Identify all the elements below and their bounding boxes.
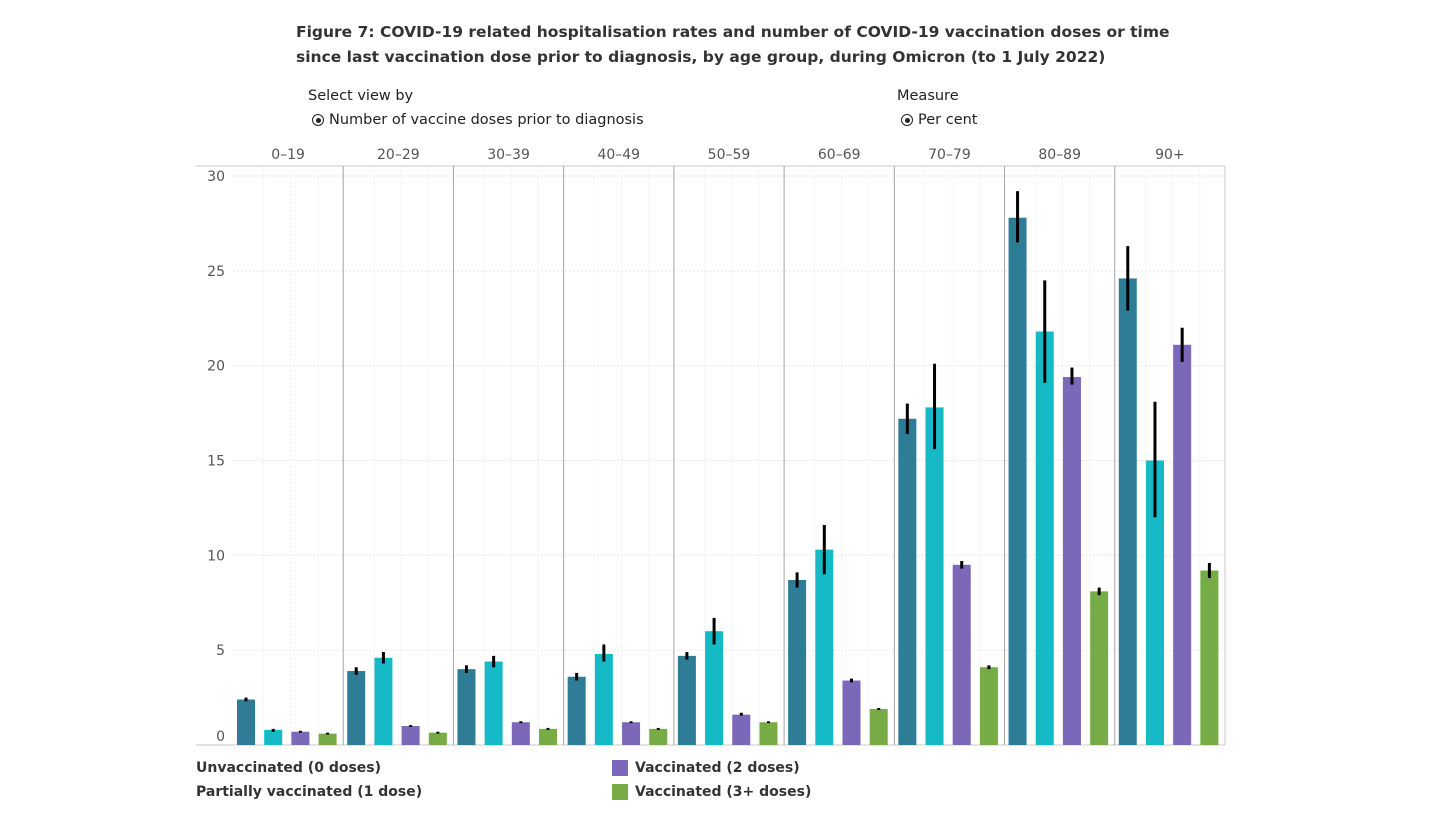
y-tick-label: 15 — [207, 454, 225, 470]
category-label: 40–49 — [597, 147, 640, 163]
bar — [428, 732, 447, 745]
measure-option-percent[interactable]: Per cent — [901, 112, 978, 128]
category-label: 20–29 — [377, 147, 420, 163]
bar — [1173, 344, 1192, 745]
bar — [622, 722, 641, 745]
bar — [732, 714, 751, 745]
bar — [539, 728, 558, 745]
bar — [898, 418, 917, 745]
bar — [1062, 377, 1081, 745]
bar — [677, 655, 696, 745]
measure-option-label: Per cent — [918, 112, 978, 128]
bar — [1145, 460, 1164, 745]
bar — [264, 729, 283, 745]
legend-swatch — [612, 760, 628, 776]
legend-item-vaccinated-3-doses[interactable]: Vaccinated (3+ doses) — [612, 784, 811, 800]
category-label: 30–39 — [487, 147, 530, 163]
legend-item-unvaccinated[interactable]: Unvaccinated (0 doses) — [196, 760, 381, 776]
category-label: 60–69 — [818, 147, 861, 163]
y-tick-label: 25 — [207, 264, 225, 280]
bar — [237, 699, 255, 745]
category-label: 70–79 — [928, 147, 971, 163]
bar — [291, 731, 310, 745]
bar — [511, 722, 530, 745]
bar — [567, 676, 586, 745]
category-label: 0–19 — [271, 147, 305, 163]
bar — [457, 669, 476, 745]
bar — [401, 726, 420, 745]
radio-selected-icon[interactable] — [901, 114, 913, 126]
bar — [1118, 278, 1137, 745]
bar — [649, 728, 668, 745]
legend-item-vaccinated-2-doses[interactable]: Vaccinated (2 doses) — [612, 760, 800, 776]
bar — [1035, 331, 1054, 745]
y-tick-label: 5 — [216, 643, 225, 659]
y-tick-label: 10 — [207, 548, 225, 564]
bar — [788, 579, 807, 745]
bar — [594, 653, 613, 745]
bar — [952, 564, 971, 745]
bar — [815, 549, 834, 745]
legend-swatch — [612, 784, 628, 800]
legend-label: Vaccinated (2 doses) — [635, 760, 800, 776]
category-label: 90+ — [1155, 147, 1185, 163]
measure-selector-label: Measure — [897, 88, 959, 104]
bar — [869, 708, 888, 745]
y-tick-label: 20 — [207, 359, 225, 375]
bar — [374, 657, 393, 745]
view-selector-label: Select view by — [308, 88, 414, 104]
legend-item-partially-vaccinated[interactable]: Partially vaccinated (1 dose) — [196, 784, 422, 800]
bar — [484, 661, 503, 745]
bar — [705, 631, 724, 745]
y-tick-label: 30 — [207, 169, 225, 185]
legend-label: Vaccinated (3+ doses) — [635, 784, 812, 800]
radio-selected-icon[interactable] — [312, 114, 324, 126]
category-label: 80–89 — [1038, 147, 1081, 163]
y-tick-label: 0 — [216, 729, 225, 745]
bar — [347, 671, 366, 745]
legend-label: Unvaccinated (0 doses) — [196, 760, 382, 776]
bar — [1090, 591, 1109, 745]
bar — [1008, 217, 1027, 745]
view-option-label: Number of vaccine doses prior to diagnos… — [329, 112, 644, 128]
bar — [759, 722, 778, 745]
legend-label: Partially vaccinated (1 dose) — [196, 784, 423, 800]
view-option-doses[interactable]: Number of vaccine doses prior to diagnos… — [312, 112, 644, 128]
bar — [925, 407, 944, 745]
bar — [979, 667, 998, 745]
bar — [1200, 570, 1219, 745]
chart-title: Figure 7: COVID-19 related hospitalisati… — [296, 23, 1170, 66]
category-label: 50–59 — [708, 147, 751, 163]
bar — [318, 733, 337, 745]
bar — [842, 680, 861, 745]
